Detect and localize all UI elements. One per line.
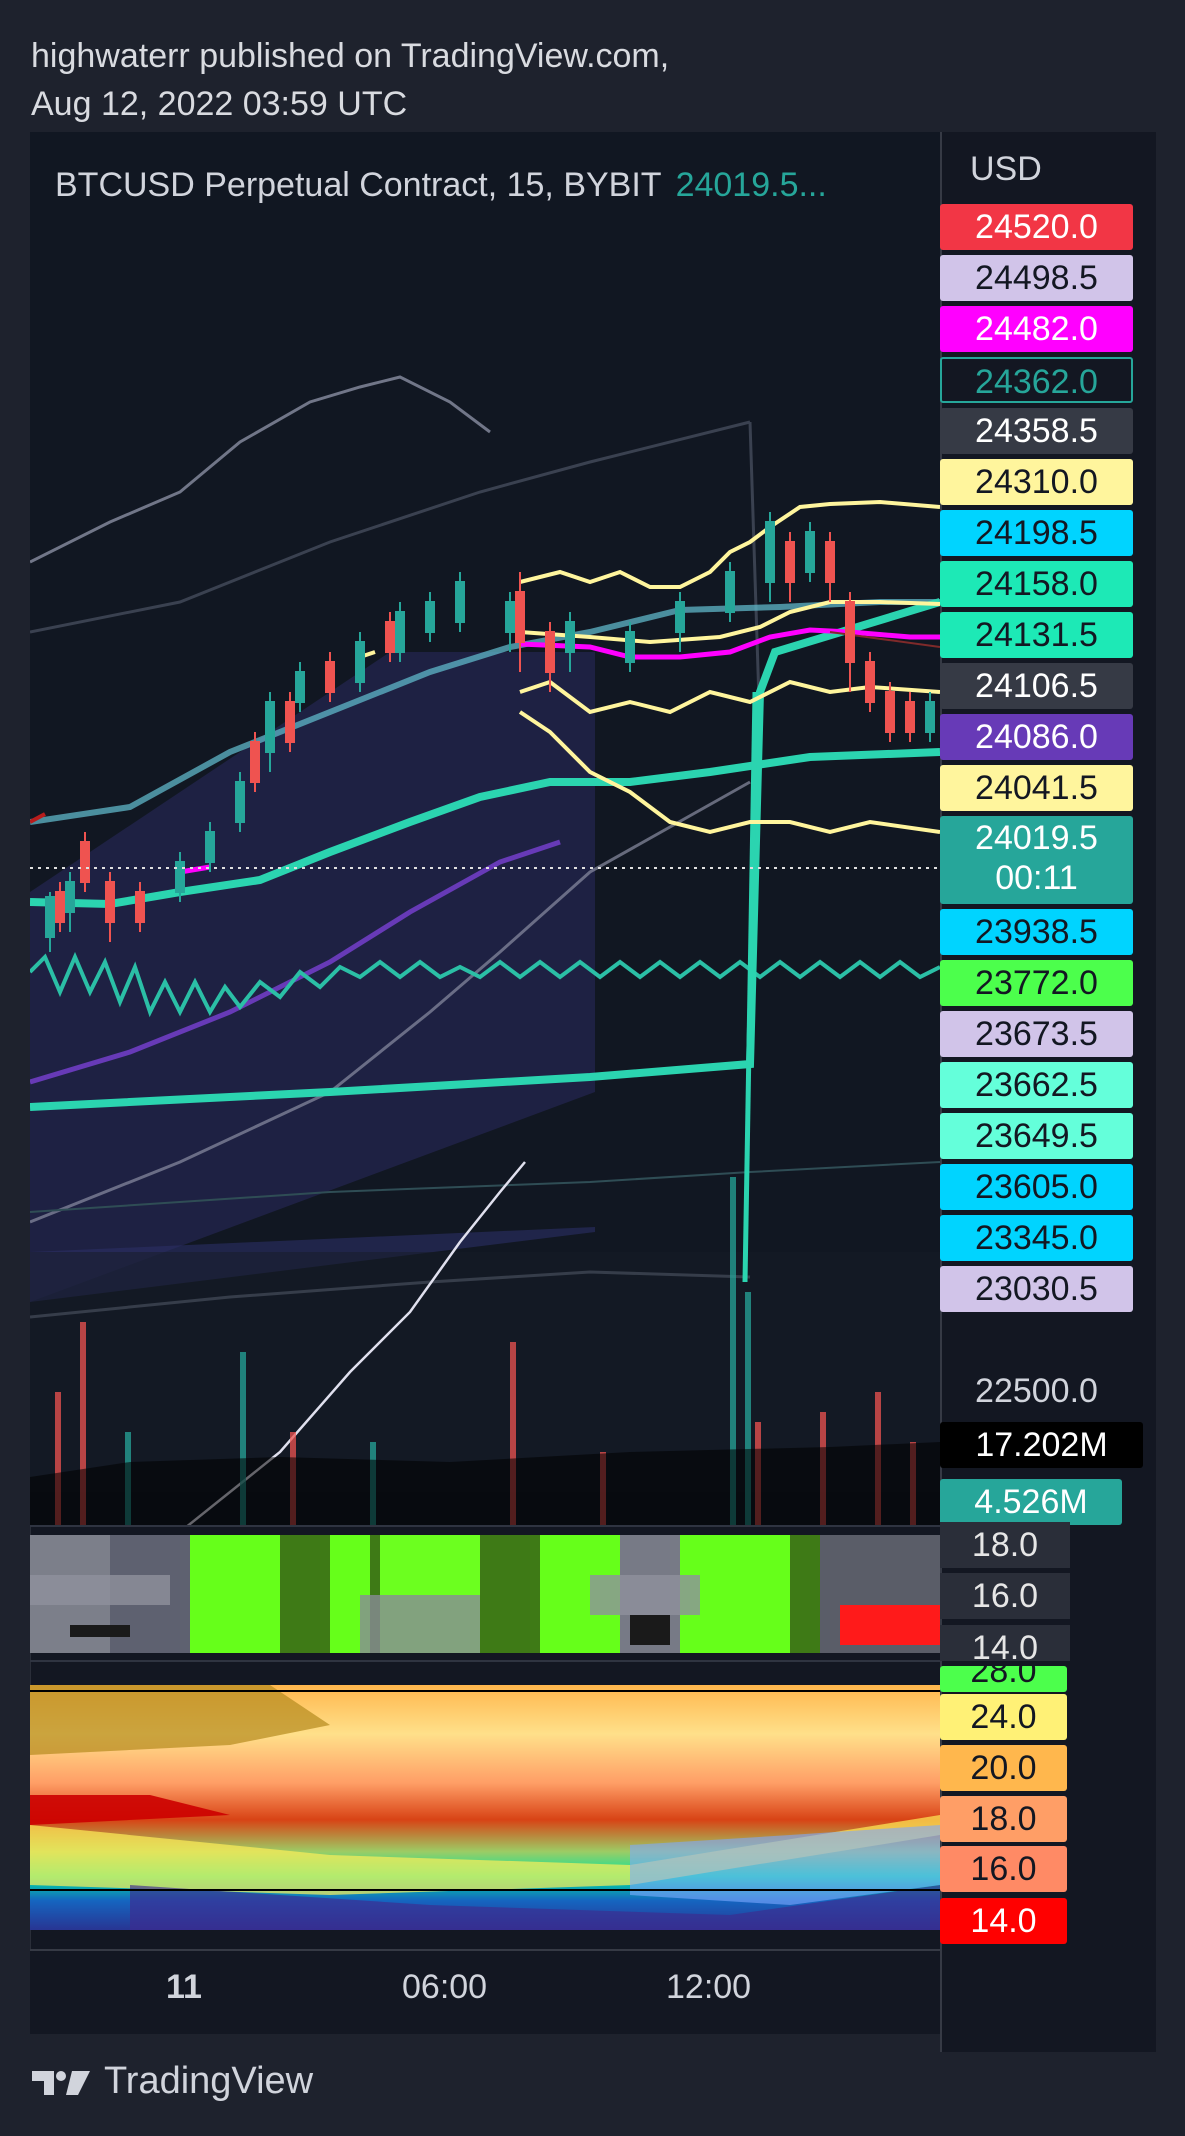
pane2-label: 14.0 xyxy=(940,1625,1070,1661)
price-level-22500: 22500.0 xyxy=(940,1368,1133,1414)
price-tag[interactable]: 23605.0 xyxy=(940,1164,1133,1210)
price-tag[interactable]: 24310.0 xyxy=(940,459,1133,505)
tradingview-icon xyxy=(32,2067,92,2097)
symbol-title[interactable]: BTCUSD Perpetual Contract, 15, BYBIT 2401… xyxy=(55,166,827,205)
pane3-tag: 20.0 xyxy=(940,1745,1067,1791)
price-tag-value: 23938.5 xyxy=(975,913,1098,951)
price-tag[interactable]: 23030.5 xyxy=(940,1266,1133,1312)
price-tag-value: 24520.0 xyxy=(975,208,1098,246)
price-tag-value: 24106.5 xyxy=(975,667,1098,705)
symbol-name: BTCUSD Perpetual Contract, 15, BYBIT xyxy=(55,166,662,204)
pane2-label: 18.0 xyxy=(940,1522,1070,1568)
price-tag-value: 24019.5 xyxy=(975,819,1098,857)
price-tag[interactable]: 24358.5 xyxy=(940,408,1133,454)
price-tag-value: 23772.0 xyxy=(975,964,1098,1002)
time-label: 06:00 xyxy=(402,1968,487,2007)
heatmap-3 xyxy=(30,1685,940,1930)
pane3-tag: 16.0 xyxy=(940,1846,1067,1892)
brand-name: TradingView xyxy=(104,2060,313,2103)
price-tag-value: 24041.5 xyxy=(975,769,1098,807)
pane3-tag: 18.0 xyxy=(940,1796,1067,1842)
price-tag[interactable]: 24019.5 00:11 xyxy=(940,816,1133,904)
price-tag-value: 23649.5 xyxy=(975,1117,1098,1155)
price-tag-value: 24358.5 xyxy=(975,412,1098,450)
publish-info: highwaterr published on TradingView.com,… xyxy=(31,32,669,128)
price-tag[interactable]: 24131.5 xyxy=(940,612,1133,658)
pane3-tag: 14.0 xyxy=(940,1898,1067,1944)
price-tag[interactable]: 23649.5 xyxy=(940,1113,1133,1159)
price-tag-value: 24131.5 xyxy=(975,616,1098,654)
price-tag-value: 23605.0 xyxy=(975,1168,1098,1206)
price-tag-value: 24482.0 xyxy=(975,310,1098,348)
price-tag[interactable]: 24520.0 xyxy=(940,204,1133,250)
time-label: 11 xyxy=(166,1968,202,2007)
price-tag[interactable]: 23345.0 xyxy=(940,1215,1133,1261)
chart-canvas[interactable] xyxy=(30,132,940,1527)
tradingview-logo[interactable]: TradingView xyxy=(32,2060,313,2103)
indicator-pane-3[interactable] xyxy=(30,1685,940,1930)
indicator-pane-2[interactable] xyxy=(30,1535,940,1653)
price-tag-value: 23673.5 xyxy=(975,1015,1098,1053)
volume-label: 17.202M xyxy=(940,1422,1143,1468)
price-tag[interactable]: 23772.0 xyxy=(940,960,1133,1006)
publish-line: highwaterr published on TradingView.com, xyxy=(31,32,669,80)
price-tag[interactable]: 23938.5 xyxy=(940,909,1133,955)
currency-label[interactable]: USD xyxy=(970,150,1042,189)
volume-label: 4.526M xyxy=(940,1479,1122,1525)
price-tag[interactable]: 23662.5 xyxy=(940,1062,1133,1108)
symbol-last-price: 24019.5... xyxy=(676,166,827,204)
pane3-tag: 24.0 xyxy=(940,1694,1067,1740)
price-tag[interactable]: 24106.5 xyxy=(940,663,1133,709)
price-tag[interactable]: 24158.0 xyxy=(940,561,1133,607)
price-tag-value: 24158.0 xyxy=(975,565,1098,603)
time-label: 12:00 xyxy=(666,1968,751,2007)
bar-countdown: 00:11 xyxy=(995,859,1078,897)
price-tag[interactable]: 24498.5 xyxy=(940,255,1133,301)
heatmap-2 xyxy=(30,1535,940,1653)
chart-area[interactable] xyxy=(30,132,940,1527)
price-tag-value: 24086.0 xyxy=(975,718,1098,756)
price-tag[interactable]: 24362.0 xyxy=(940,357,1133,403)
price-tag-value: 23662.5 xyxy=(975,1066,1098,1104)
pane3-tag: 28.0 xyxy=(940,1666,1067,1692)
price-tag[interactable]: 24482.0 xyxy=(940,306,1133,352)
pane2-label: 16.0 xyxy=(940,1573,1070,1619)
price-tag[interactable]: 24198.5 xyxy=(940,510,1133,556)
price-tag-value: 23345.0 xyxy=(975,1219,1098,1257)
price-tag[interactable]: 24041.5 xyxy=(940,765,1133,811)
publish-date: Aug 12, 2022 03:59 UTC xyxy=(31,80,669,128)
price-tag-value: 24362.0 xyxy=(975,363,1098,401)
price-tag-value: 24310.0 xyxy=(975,463,1098,501)
price-tag[interactable]: 23673.5 xyxy=(940,1011,1133,1057)
price-tag-value: 24498.5 xyxy=(975,259,1098,297)
price-tag[interactable]: 24086.0 xyxy=(940,714,1133,760)
price-tag-value: 24198.5 xyxy=(975,514,1098,552)
price-tag-value: 23030.5 xyxy=(975,1270,1098,1308)
